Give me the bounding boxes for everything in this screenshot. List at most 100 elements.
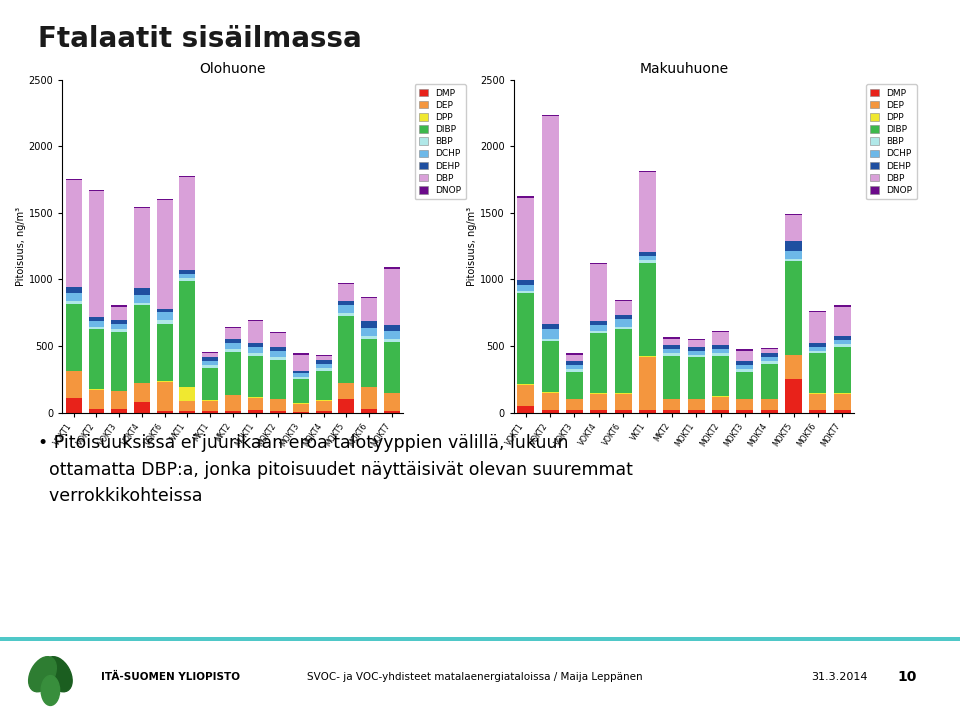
Bar [248,342,263,347]
Bar [180,177,195,270]
Bar [180,411,195,413]
Bar [785,215,802,242]
Bar [833,340,851,344]
Bar [248,398,263,410]
Bar [663,337,681,339]
Bar [384,325,399,332]
Bar [134,384,150,402]
Bar [156,382,173,411]
Bar [339,316,354,383]
Bar [88,321,105,327]
Bar [134,306,150,383]
Ellipse shape [41,675,60,705]
Bar [760,361,778,364]
Bar [88,190,105,191]
Bar [180,274,195,278]
Bar [566,410,583,413]
Bar [225,395,241,411]
Bar [293,404,309,412]
Bar [566,366,583,369]
Bar [156,411,173,413]
Bar [339,284,354,301]
Bar [203,352,218,353]
Bar [271,347,286,350]
Bar [361,328,377,336]
Bar [687,358,705,399]
Bar [663,400,681,410]
Bar [712,331,729,332]
Bar [88,191,105,317]
Bar [566,400,583,410]
Bar [517,406,535,413]
Bar [785,242,802,251]
Bar [712,345,729,350]
Bar [687,410,705,413]
Bar [88,408,105,413]
Bar [88,317,105,321]
Bar [361,387,377,408]
Bar [712,397,729,410]
Bar [180,278,195,281]
Bar [339,384,354,400]
Bar [809,410,827,413]
Bar [271,400,286,411]
Bar [736,372,754,399]
Bar [384,267,399,269]
Bar [541,342,559,392]
Bar [566,369,583,372]
Bar [66,301,82,304]
Bar [384,269,399,325]
Bar [541,339,559,342]
Bar [248,353,263,356]
Bar [293,379,309,403]
Bar [88,327,105,329]
Bar [590,264,608,321]
Bar [271,411,286,413]
Bar [785,355,802,379]
Bar [833,306,851,307]
Bar [614,329,632,393]
Bar [712,353,729,356]
Bar [517,384,535,406]
Bar [180,281,195,387]
Bar [566,361,583,366]
Bar [225,352,241,395]
Bar [66,371,82,398]
Bar [639,263,656,356]
Text: SVOC- ja VOC-yhdisteet matalaenergiataloissa / Maija Leppänen: SVOC- ja VOC-yhdisteet matalaenergiatalo… [307,672,643,682]
Bar [833,410,851,413]
Bar [293,353,309,355]
Legend: DMP, DEP, DPP, DIBP, BBP, DCHP, DEHP, DBP, DNOP: DMP, DEP, DPP, DIBP, BBP, DCHP, DEHP, DB… [866,84,917,199]
Bar [541,117,559,324]
Bar [66,180,82,287]
Bar [590,325,608,331]
Bar [271,350,286,358]
Bar [225,342,241,350]
Bar [156,324,173,382]
Text: Ftalaatit sisäilmassa: Ftalaatit sisäilmassa [38,25,362,54]
Bar [111,320,127,324]
Bar [809,311,827,312]
Bar [517,291,535,293]
Bar [66,293,82,301]
Bar [541,324,559,329]
Bar [517,198,535,280]
Bar [225,411,241,413]
Bar [361,408,377,413]
Bar [339,306,354,313]
Bar [248,320,263,321]
Bar [271,334,286,347]
Bar [66,179,82,180]
Bar [66,304,82,371]
Bar [687,340,705,347]
Bar [687,350,705,355]
Bar [156,312,173,320]
Bar [111,306,127,307]
Bar [134,295,150,303]
Bar [271,332,286,334]
Bar [736,400,754,410]
Bar [248,347,263,353]
Bar [833,347,851,393]
Text: 31.3.2014: 31.3.2014 [811,672,868,682]
Bar [663,353,681,356]
